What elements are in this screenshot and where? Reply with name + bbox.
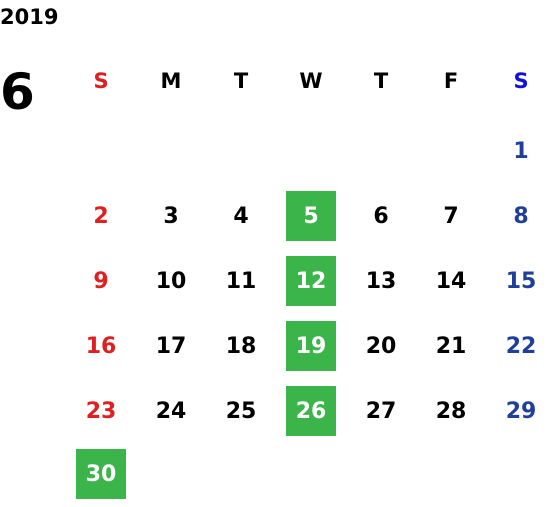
day-cell-highlighted[interactable]: 30 xyxy=(66,441,136,507)
day-cell[interactable]: 22 xyxy=(505,333,537,359)
day-cell[interactable]: 27 xyxy=(365,398,397,424)
weekday-saturday: S xyxy=(513,69,529,93)
weekday-tuesday: T xyxy=(233,69,249,93)
day-cell[interactable]: 11 xyxy=(225,268,257,294)
day-cell[interactable]: 3 xyxy=(163,203,179,229)
day-highlight: 5 xyxy=(286,191,336,241)
weekday-wednesday: W xyxy=(299,69,323,93)
day-cell-highlighted[interactable]: 19 xyxy=(276,313,346,379)
calendar-grid: S M T W T F S 1 2 3 4 5 6 7 8 9 10 11 12… xyxy=(66,48,544,503)
day-cell[interactable]: 14 xyxy=(435,268,467,294)
day-cell-highlighted[interactable]: 26 xyxy=(276,378,346,444)
day-cell-highlighted[interactable]: 12 xyxy=(276,248,346,314)
day-cell[interactable]: 16 xyxy=(85,333,117,359)
weekday-friday: F xyxy=(443,69,459,93)
day-cell[interactable]: 28 xyxy=(435,398,467,424)
day-cell[interactable]: 20 xyxy=(365,333,397,359)
day-cell[interactable]: 29 xyxy=(505,398,537,424)
weekday-thursday: T xyxy=(373,69,389,93)
day-cell[interactable]: 6 xyxy=(373,203,389,229)
day-cell[interactable]: 7 xyxy=(443,203,459,229)
day-cell[interactable]: 15 xyxy=(505,268,537,294)
day-cell[interactable]: 17 xyxy=(155,333,187,359)
day-cell[interactable]: 13 xyxy=(365,268,397,294)
day-cell[interactable]: 10 xyxy=(155,268,187,294)
weekday-sunday: S xyxy=(93,69,109,93)
day-highlight: 19 xyxy=(286,321,336,371)
calendar-month: 6 xyxy=(0,63,35,121)
day-cell[interactable]: 8 xyxy=(513,203,529,229)
day-cell-highlighted[interactable]: 5 xyxy=(276,183,346,249)
day-cell[interactable]: 18 xyxy=(225,333,257,359)
calendar-year: 2019 xyxy=(0,5,59,29)
day-cell[interactable]: 4 xyxy=(233,203,249,229)
weekday-monday: M xyxy=(160,69,182,93)
day-cell[interactable]: 23 xyxy=(85,398,117,424)
day-cell[interactable]: 24 xyxy=(155,398,187,424)
day-highlight: 26 xyxy=(286,386,336,436)
day-cell[interactable]: 9 xyxy=(93,268,109,294)
day-cell[interactable]: 21 xyxy=(435,333,467,359)
day-cell[interactable]: 25 xyxy=(225,398,257,424)
day-cell[interactable]: 1 xyxy=(513,138,529,164)
day-highlight: 12 xyxy=(286,256,336,306)
day-highlight: 30 xyxy=(76,449,126,499)
day-cell[interactable]: 2 xyxy=(93,203,109,229)
